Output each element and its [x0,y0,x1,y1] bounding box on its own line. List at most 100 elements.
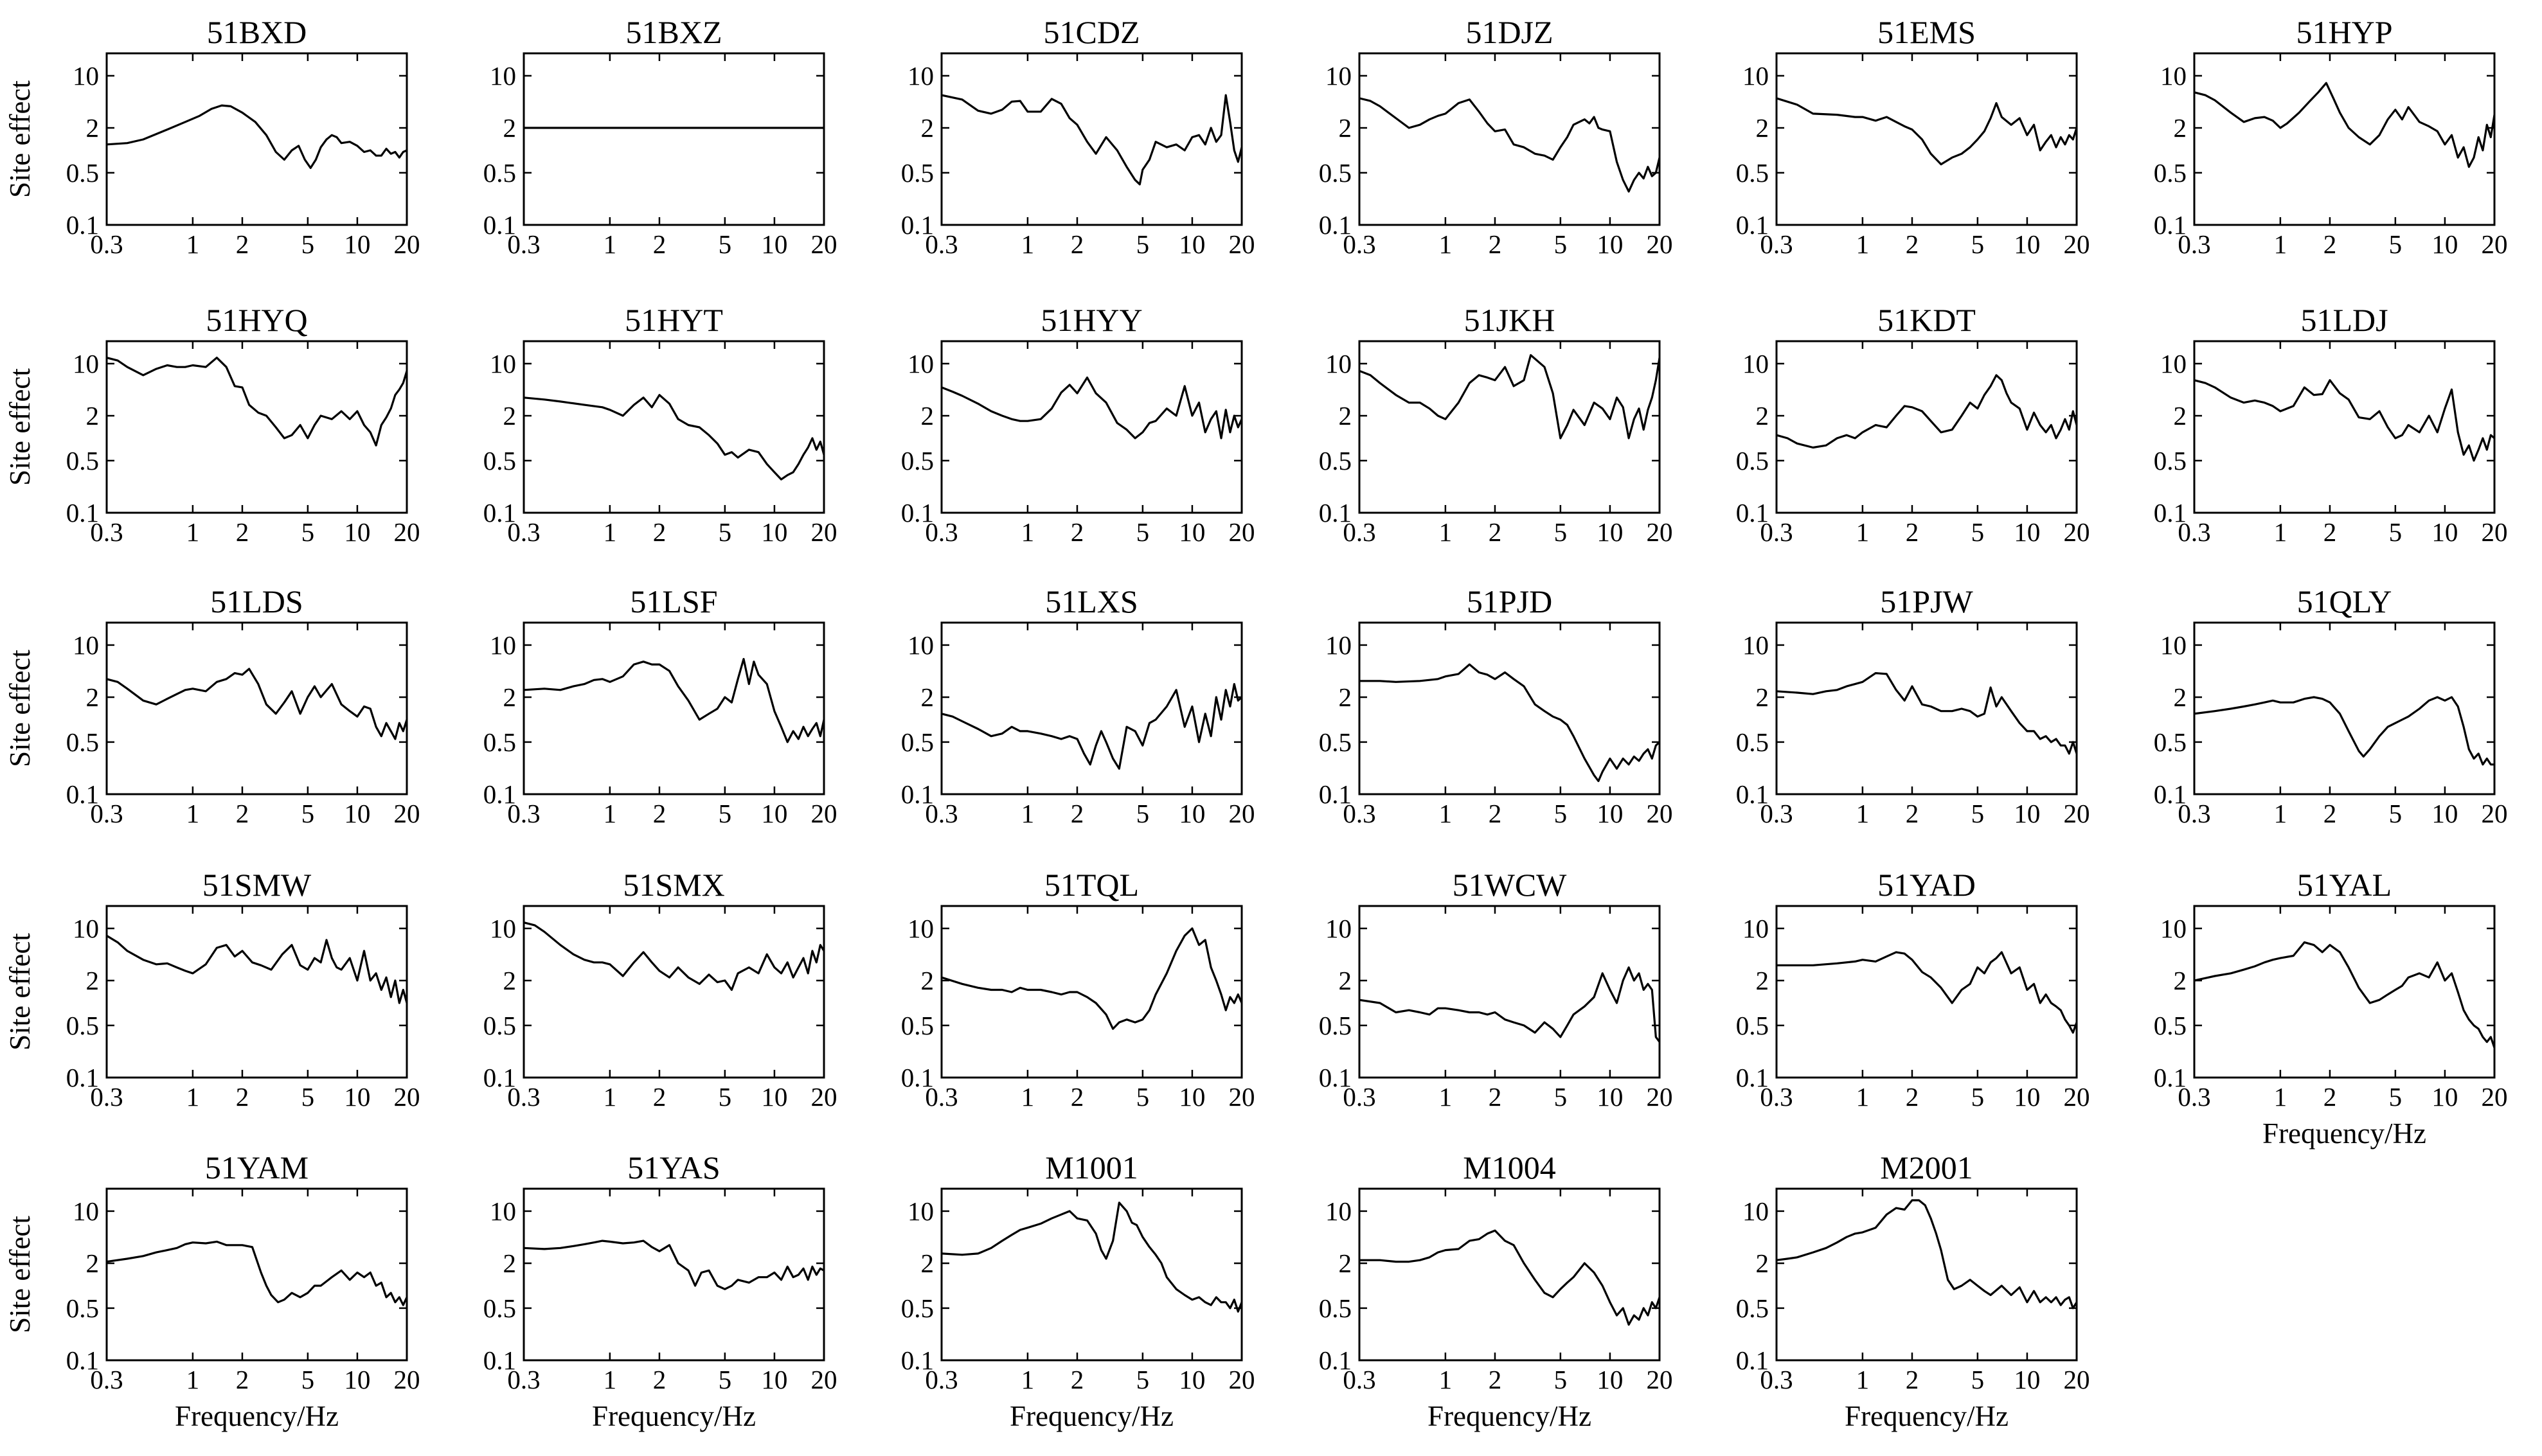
x-tick-label: 20 [394,1082,420,1112]
panel-title: 51YAL [2297,867,2392,903]
site-effect-curve [1777,1199,2077,1310]
x-tick-label: 0.3 [1343,799,1375,828]
x-tick-label: 5 [1971,229,1985,259]
x-tick-label: 2 [1906,1365,1919,1394]
y-tick-label: 2 [921,113,935,143]
x-tick-label: 0.3 [507,1082,540,1112]
x-tick-label: 0.3 [2178,799,2210,828]
y-tick-label: 0.1 [901,1345,934,1375]
y-tick-label: 0.1 [1736,1345,1769,1375]
y-tick-label: 10 [73,630,99,660]
x-tick-label: 5 [1136,1082,1150,1112]
y-tick-label: 10 [2160,914,2187,943]
x-tick-label: 0.3 [925,1082,958,1112]
y-tick-label: 2 [86,682,100,712]
x-tick-label: 2 [2323,799,2337,828]
x-tick-label: 20 [1229,229,1255,259]
x-tick-label: 20 [1647,1082,1673,1112]
x-tick-label: 2 [1489,1365,1502,1394]
site-effect-curve [942,94,1242,186]
x-tick-label: 0.3 [507,799,540,828]
x-tick-label: 1 [604,229,617,259]
x-tick-label: 10 [761,517,787,547]
y-tick-label: 10 [490,61,516,91]
x-tick-label: 0.3 [1760,517,1793,547]
site-effect-curve [524,921,824,991]
panel-title: 51EMS [1877,14,1976,50]
panel-title: 51JKH [1464,302,1555,338]
plot-frame [940,340,1243,514]
y-tick-label: 10 [490,1196,516,1226]
x-tick-label: 10 [1179,517,1205,547]
x-tick-label: 20 [2482,799,2508,828]
panel-title: 51YAS [627,1150,720,1185]
x-tick-label: 5 [301,229,315,259]
plot-frame [1775,340,2078,514]
plot-frame [1358,1187,1661,1362]
x-tick-label: 2 [1489,799,1502,828]
x-tick-label: 1 [1021,1365,1035,1394]
x-tick-label: 0.3 [2178,229,2210,259]
site-effect-curve [1777,951,2077,1034]
panel-51cdz: 51CDZ 0.3 1 2 5 10 20 0.1 0.5 2 10 [901,14,1255,259]
x-tick-label: 10 [344,1365,370,1394]
x-tick-label: 20 [2482,229,2508,259]
y-tick-label: 0.1 [901,779,934,809]
y-tick-label: 2 [1756,682,1769,712]
x-tick-label: 10 [1597,1082,1623,1112]
y-tick-label: 0.5 [2154,1011,2187,1040]
x-tick-label: 5 [1136,1365,1150,1394]
panel-51pjd: 51PJD 0.3 1 2 5 10 20 0.1 0.5 2 10 [1319,583,1673,828]
y-tick-label: 10 [490,630,516,660]
x-tick-label: 0.3 [507,229,540,259]
x-tick-label: 5 [719,1082,732,1112]
x-tick-label: 2 [1489,517,1502,547]
plot-frame [1775,905,2078,1079]
x-tick-label: 10 [1179,1082,1205,1112]
y-tick-label: 0.1 [901,1063,934,1092]
y-tick-label: 10 [2160,630,2187,660]
y-tick-label: 10 [73,914,99,943]
site-effect-curve [524,394,824,481]
x-tick-label: 2 [1906,1082,1919,1112]
y-tick-label: 0.1 [2154,210,2187,240]
site-effect-curve [1359,354,1660,439]
site-effect-curve [107,934,407,1004]
x-tick-label: 2 [236,1365,249,1394]
x-tick-label: 5 [301,799,315,828]
x-tick-label: 20 [1647,517,1673,547]
x-tick-label: 20 [394,229,420,259]
y-tick-label: 10 [73,61,99,91]
x-tick-label: 2 [236,517,249,547]
x-tick-label: 10 [761,1365,787,1394]
x-axis-label: Frequency/Hz [592,1400,756,1432]
plot-frame [940,621,1243,795]
panel-title: 51PJW [1880,583,1973,619]
x-tick-label: 5 [1971,1365,1985,1394]
y-tick-label: 0.1 [1319,779,1352,809]
x-tick-label: 0.3 [90,517,123,547]
y-tick-label: 2 [503,113,517,143]
y-tick-label: 10 [908,349,934,378]
y-tick-label: 2 [86,113,100,143]
y-tick-label: 0.5 [1736,1293,1769,1323]
x-tick-label: 5 [1554,229,1568,259]
panel-51hyq: 51HYQ 0.3 1 2 5 10 20 0.1 0.5 2 10 Site effect [4,302,420,547]
plot-frame [105,621,408,795]
x-tick-label: 2 [236,799,249,828]
site-effect-curve [524,1239,824,1290]
y-tick-label: 0.5 [1319,727,1352,757]
x-tick-label: 0.3 [925,799,958,828]
site-effect-curve [1777,671,2077,755]
y-tick-label: 0.5 [1319,1011,1352,1040]
x-tick-label: 20 [1647,229,1673,259]
x-tick-label: 5 [1136,799,1150,828]
x-tick-label: 20 [1647,799,1673,828]
x-tick-label: 10 [2431,517,2458,547]
y-tick-label: 2 [1756,113,1769,143]
y-tick-label: 0.1 [2154,1063,2187,1092]
y-tick-label: 0.1 [483,1345,516,1375]
